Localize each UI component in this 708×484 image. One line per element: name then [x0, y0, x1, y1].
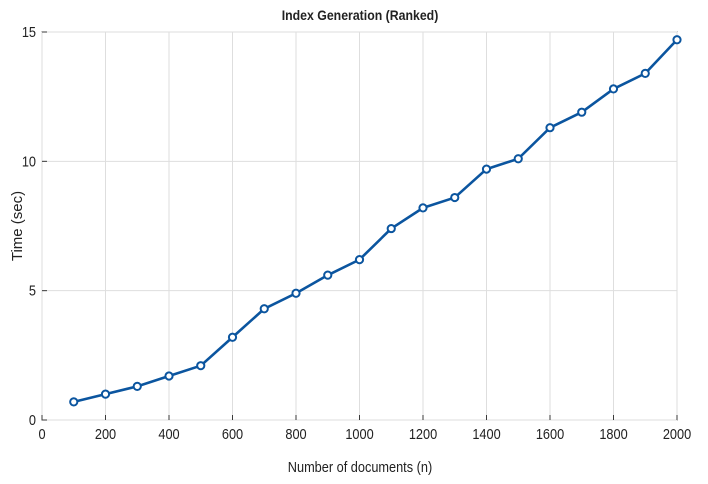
- data-point-marker: [481, 164, 492, 174]
- x-tick-label: 400: [158, 425, 179, 442]
- data-point-marker: [577, 107, 587, 117]
- data-point-marker: [227, 332, 238, 342]
- x-tick-label: 2000: [663, 425, 692, 442]
- data-point-marker: [672, 35, 682, 45]
- y-axis-label: Time (sec): [9, 191, 26, 261]
- axis-ticks: 0 200 400 600 800 1000 1200 1400 1600 1800 2000 0 5 1…: [22, 23, 692, 442]
- series-layer: [69, 35, 682, 407]
- x-tick-label: 1400: [472, 425, 501, 442]
- x-tick-label: 1000: [345, 425, 374, 442]
- data-point-marker: [164, 371, 174, 381]
- x-tick-label: 1600: [536, 425, 565, 442]
- data-point-marker: [545, 123, 555, 133]
- series-line: [72, 38, 679, 404]
- data-point-marker: [196, 361, 206, 371]
- y-tick-label: 5: [29, 282, 36, 299]
- x-tick-label: 1200: [409, 425, 438, 442]
- chart-title: Index Generation (Ranked): [282, 7, 439, 23]
- data-point-marker: [386, 223, 396, 234]
- x-tick-label: 0: [38, 425, 45, 442]
- data-point-marker: [132, 381, 142, 391]
- x-tick-label: 600: [222, 425, 243, 442]
- data-point-marker: [69, 397, 79, 407]
- x-tick-label: 800: [285, 425, 306, 442]
- x-axis-label: Number of documents (n): [288, 458, 432, 475]
- data-point-marker: [354, 255, 365, 265]
- data-point-marker: [418, 203, 428, 213]
- data-point-marker: [323, 270, 333, 280]
- y-tick-label: 10: [22, 152, 36, 169]
- grid-lines: [41, 31, 678, 421]
- data-point-marker: [100, 389, 111, 399]
- x-tick-label: 1800: [599, 425, 628, 442]
- y-tick-label: 15: [22, 23, 36, 40]
- data-point-marker: [450, 192, 460, 203]
- data-point-marker: [291, 288, 301, 298]
- data-point-marker: [513, 154, 523, 164]
- x-tick-label: 200: [95, 425, 116, 442]
- data-point-marker: [640, 68, 650, 78]
- data-point-marker: [259, 304, 269, 314]
- data-point-marker: [608, 84, 619, 94]
- y-tick-label: 0: [29, 411, 36, 428]
